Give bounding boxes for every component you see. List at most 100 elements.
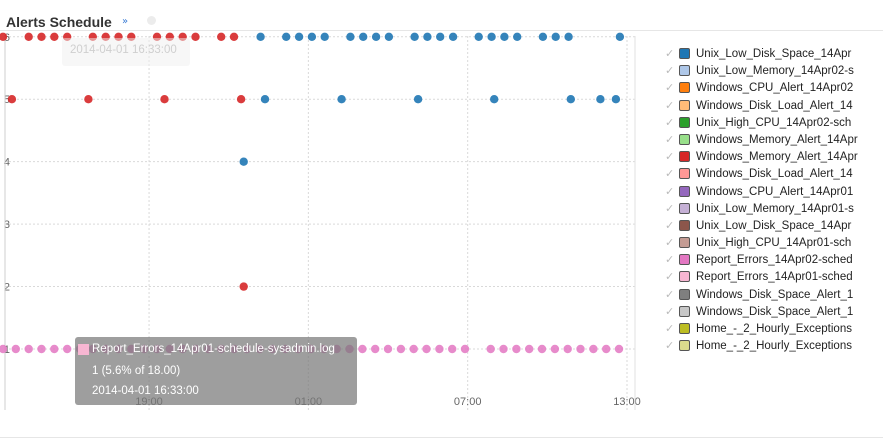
checkmark-icon[interactable]: ✓ (665, 184, 675, 198)
data-point[interactable] (611, 95, 621, 104)
data-point[interactable] (435, 344, 444, 354)
data-point[interactable] (410, 32, 419, 41)
data-point[interactable] (320, 32, 329, 41)
data-point[interactable] (84, 95, 93, 104)
data-point[interactable] (550, 344, 560, 354)
data-point[interactable] (160, 95, 169, 104)
data-point[interactable] (384, 32, 394, 41)
checkmark-icon[interactable]: ✓ (665, 115, 675, 129)
data-point[interactable] (383, 344, 393, 354)
legend-item[interactable]: ✓ Windows_CPU_Alert_14Apr02 (665, 80, 883, 97)
checkmark-icon[interactable]: ✓ (665, 47, 675, 60)
data-point[interactable] (576, 344, 585, 354)
data-point[interactable] (50, 32, 59, 41)
options-icon[interactable] (147, 16, 156, 25)
data-point[interactable] (307, 32, 317, 41)
data-point[interactable] (239, 157, 248, 166)
data-point[interactable] (538, 32, 548, 41)
checkmark-icon[interactable]: ✓ (665, 98, 675, 112)
data-point[interactable] (37, 344, 46, 354)
data-point[interactable] (596, 95, 605, 104)
legend-item[interactable]: ✓ Report_Errors_14Apr01-sched (665, 269, 883, 286)
legend-item[interactable]: ✓ Windows_Disk_Load_Alert_14 (665, 166, 883, 183)
legend-item[interactable]: ✓ Unix_High_CPU_14Apr01-sch (665, 235, 883, 252)
data-point[interactable] (525, 344, 534, 354)
data-point[interactable] (236, 95, 246, 104)
legend-item[interactable]: ✓ Unix_Low_Disk_Space_14Apr (665, 46, 883, 63)
data-point[interactable] (0, 344, 8, 354)
data-point[interactable] (24, 344, 33, 354)
legend-item[interactable]: ✓ Windows_Disk_Space_Alert_1 (665, 287, 883, 304)
data-point[interactable] (537, 344, 547, 354)
checkmark-icon[interactable]: ✓ (665, 253, 675, 267)
data-point[interactable] (256, 32, 265, 41)
legend-item[interactable]: ✓ Home_-_2_Hourly_Exceptions (665, 338, 883, 355)
legend-item[interactable]: ✓ Windows_Memory_Alert_14Apr (665, 149, 883, 166)
data-point[interactable] (422, 344, 431, 354)
data-point[interactable] (551, 32, 560, 41)
data-point[interactable] (448, 344, 457, 354)
legend-item[interactable]: ✓ Windows_Disk_Load_Alert_14 (665, 98, 883, 115)
data-point[interactable] (358, 344, 367, 354)
data-point[interactable] (602, 344, 611, 354)
data-point[interactable] (423, 32, 432, 41)
data-point[interactable] (512, 344, 521, 354)
data-point[interactable] (50, 344, 59, 354)
checkmark-icon[interactable]: ✓ (665, 167, 675, 181)
data-point[interactable] (500, 32, 509, 41)
legend-item[interactable]: ✓ Home_-_2_Hourly_Exceptions (665, 321, 883, 338)
data-point[interactable] (487, 32, 496, 41)
double-chevron-down-icon[interactable]: » (122, 16, 129, 27)
data-point[interactable] (371, 32, 381, 41)
data-point[interactable] (294, 32, 304, 41)
data-points[interactable] (0, 32, 625, 354)
data-point[interactable] (7, 95, 17, 104)
data-point[interactable] (566, 95, 575, 104)
data-point[interactable] (460, 344, 470, 354)
legend-item[interactable]: ✓ Windows_Disk_Space_Alert_1 (665, 304, 883, 321)
data-point[interactable] (436, 32, 445, 41)
data-point[interactable] (337, 95, 346, 104)
checkmark-icon[interactable]: ✓ (665, 201, 675, 215)
data-point[interactable] (490, 95, 499, 104)
data-point[interactable] (486, 344, 495, 354)
data-point[interactable] (359, 32, 368, 41)
data-point[interactable] (217, 32, 226, 41)
data-point[interactable] (24, 32, 33, 41)
data-point[interactable] (11, 344, 20, 354)
checkmark-icon[interactable]: ✓ (665, 132, 675, 146)
checkmark-icon[interactable]: ✓ (665, 218, 675, 232)
data-point[interactable] (260, 95, 270, 104)
data-point[interactable] (37, 32, 46, 41)
data-point[interactable] (513, 32, 522, 41)
data-point[interactable] (62, 344, 72, 354)
data-point[interactable] (563, 344, 572, 354)
legend-item[interactable]: ✓ Windows_CPU_Alert_14Apr01 (665, 184, 883, 201)
checkmark-icon[interactable]: ✓ (665, 81, 675, 95)
data-point[interactable] (409, 344, 418, 354)
checkmark-icon[interactable]: ✓ (665, 270, 675, 284)
data-point[interactable] (396, 344, 406, 354)
data-point[interactable] (239, 282, 248, 291)
checkmark-icon[interactable]: ✓ (665, 339, 675, 353)
data-point[interactable] (448, 32, 458, 41)
legend-item[interactable]: ✓ Report_Errors_14Apr02-sched (665, 252, 883, 269)
legend-item[interactable]: ✓ Windows_Memory_Alert_14Apr (665, 132, 883, 149)
legend-item[interactable]: ✓ Unix_High_CPU_14Apr02-sch (665, 115, 883, 132)
data-point[interactable] (371, 344, 380, 354)
checkmark-icon[interactable]: ✓ (665, 236, 675, 250)
data-point[interactable] (413, 95, 423, 104)
checkmark-icon[interactable]: ✓ (665, 287, 675, 301)
data-point[interactable] (615, 32, 625, 41)
data-point[interactable] (346, 32, 355, 41)
checkmark-icon[interactable]: ✓ (665, 150, 675, 164)
legend-item[interactable]: ✓ Unix_Low_Disk_Space_14Apr (665, 218, 883, 235)
data-point[interactable] (0, 32, 8, 41)
data-point[interactable] (229, 32, 239, 41)
data-point[interactable] (564, 32, 573, 41)
data-point[interactable] (589, 344, 598, 354)
checkmark-icon[interactable]: ✓ (665, 304, 675, 318)
legend-item[interactable]: ✓ Unix_Low_Memory_14Apr01-s (665, 201, 883, 218)
checkmark-icon[interactable]: ✓ (665, 64, 675, 78)
checkmark-icon[interactable]: ✓ (665, 322, 675, 335)
